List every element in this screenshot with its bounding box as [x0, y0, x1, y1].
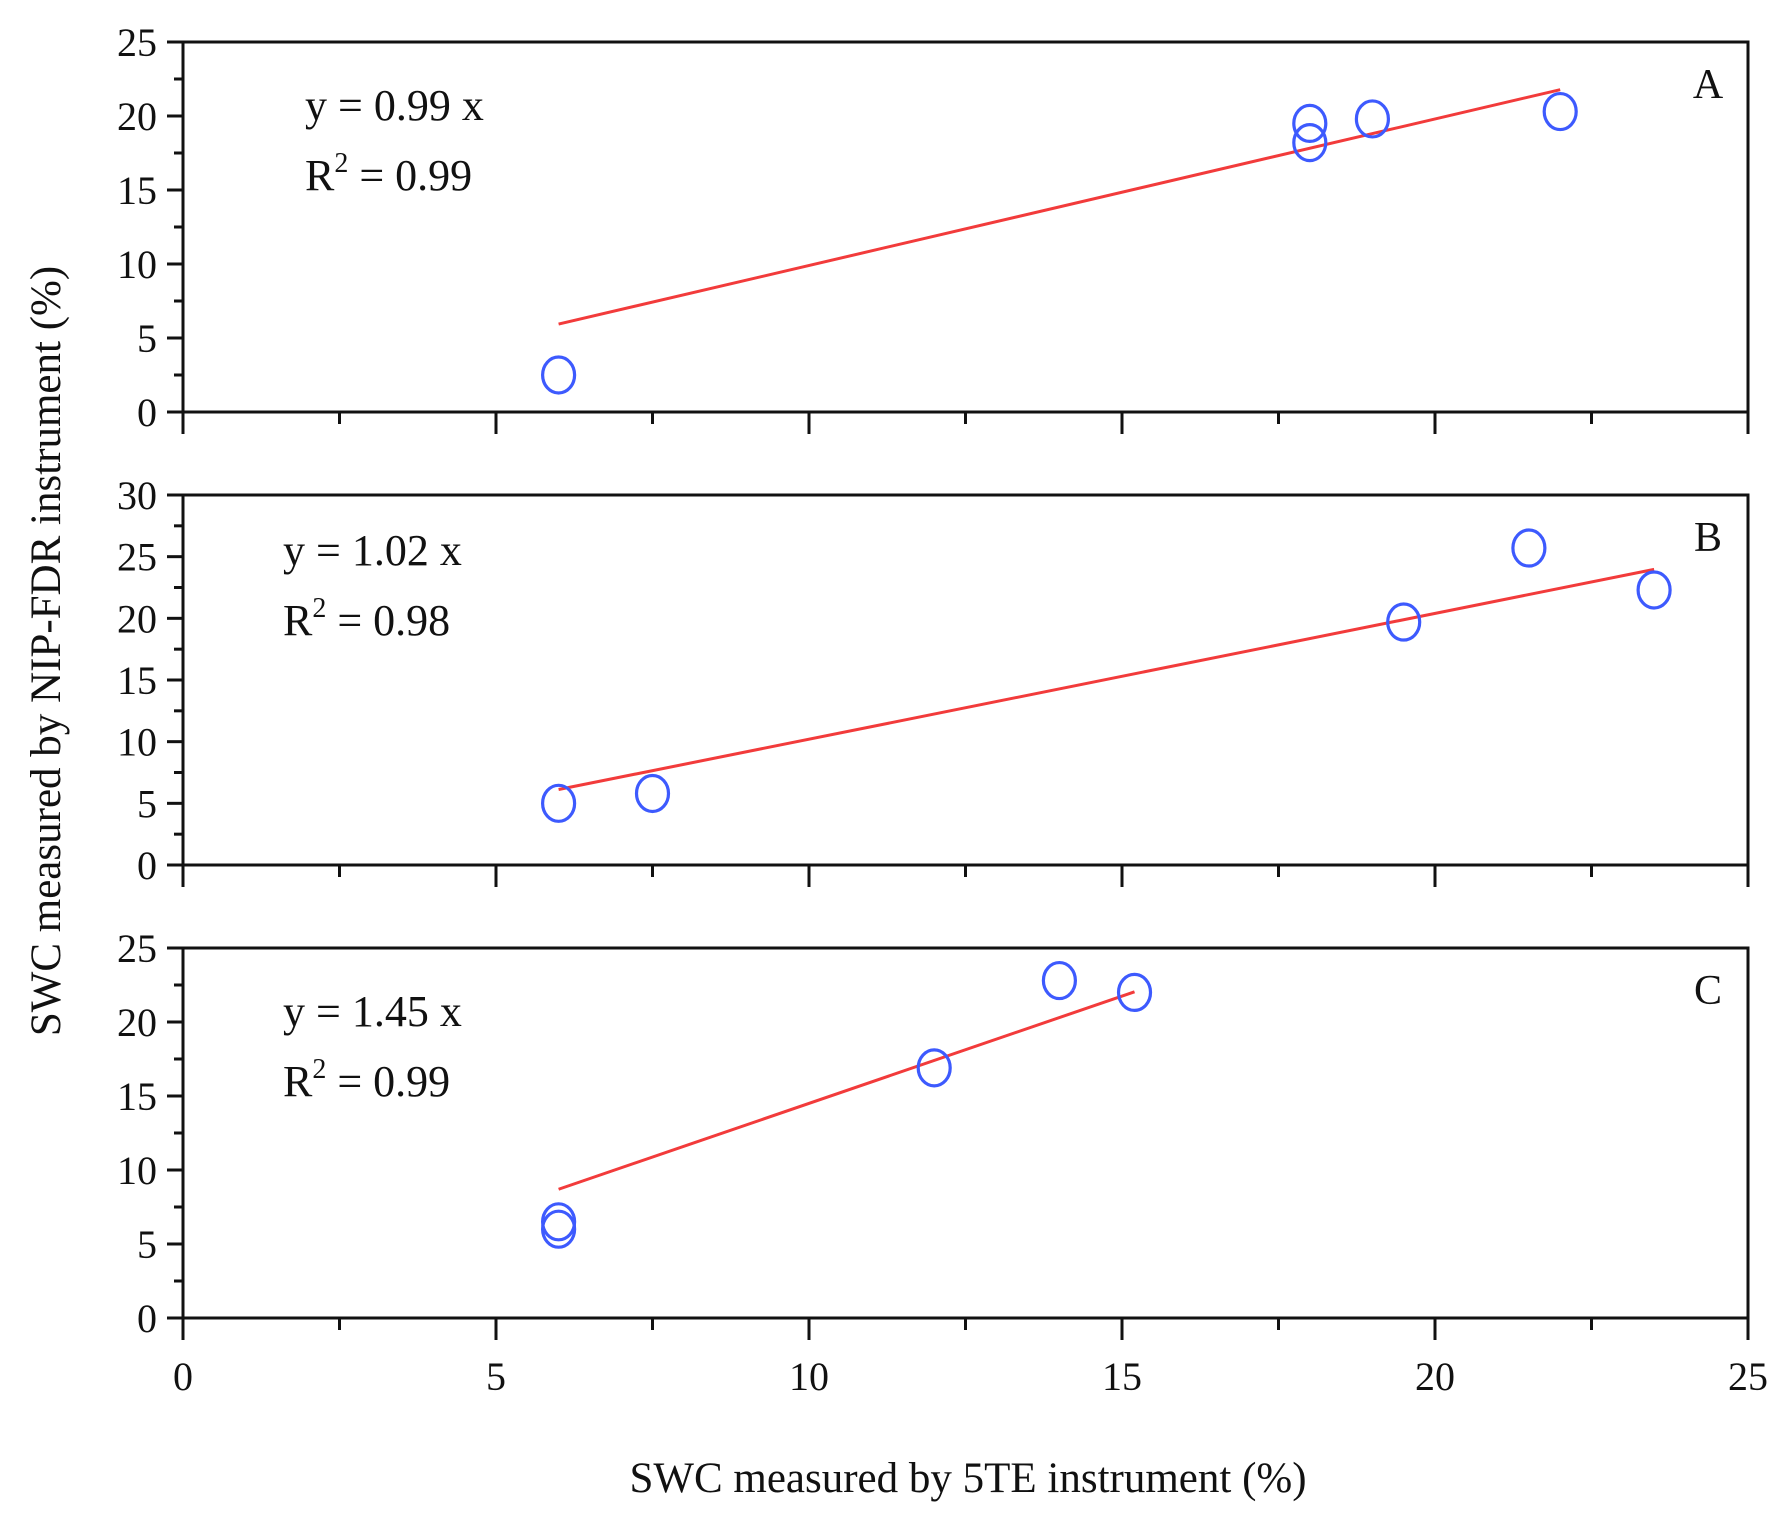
panel-b: 0 5 10 15 20 25 30 By = 1.02 x R2 = 0.98: [117, 473, 1750, 888]
regression-equation: y = 1.45 x: [283, 987, 462, 1036]
data-point: [1041, 960, 1078, 1001]
y-tick-label: 10: [117, 720, 157, 765]
r-squared: R2 = 0.99: [305, 148, 472, 200]
y-tick-label: 10: [117, 242, 157, 287]
y-tick-label: 5: [137, 781, 157, 826]
data-point: [540, 1202, 577, 1242]
data-point: [634, 773, 671, 814]
data-point: [916, 1048, 952, 1088]
x-tick-label: 0: [173, 1354, 193, 1399]
data-point: [1386, 602, 1422, 642]
y-tick-label: 30: [117, 473, 157, 518]
r-squared-value: = 0.98: [326, 596, 450, 645]
x-tick-label: 20: [1415, 1354, 1455, 1399]
r-squared-symbol: R: [283, 596, 313, 645]
r-squared-superscript: 2: [312, 1054, 326, 1085]
r-squared-symbol: R: [283, 1057, 313, 1106]
data-point: [1354, 99, 1391, 139]
r-squared-superscript: 2: [334, 148, 348, 179]
r-squared-value: = 0.99: [326, 1057, 450, 1106]
data-point: [1636, 570, 1672, 610]
x-tick-label: 25: [1728, 1354, 1768, 1399]
panel-label: C: [1694, 968, 1722, 1014]
y-tick-label: 0: [137, 390, 157, 435]
y-tick-label: 0: [137, 1296, 157, 1341]
y-tick-label: 20: [117, 1000, 157, 1045]
y-tick-label: 25: [117, 926, 157, 971]
y-tick-label: 5: [137, 1222, 157, 1267]
data-point: [1292, 123, 1328, 163]
y-tick-label: 25: [117, 20, 157, 65]
r-squared: R2 = 0.99: [283, 1054, 450, 1106]
data-point: [540, 783, 577, 823]
data-point: [1542, 91, 1578, 132]
r-squared: R2 = 0.98: [283, 593, 450, 645]
r-squared-superscript: 2: [312, 593, 326, 624]
x-tick-label: 15: [1102, 1354, 1142, 1399]
y-tick-label: 25: [117, 535, 157, 580]
y-tick-label: 10: [117, 1148, 157, 1193]
data-point: [1511, 528, 1547, 568]
data-point: [1292, 103, 1328, 144]
y-tick-label: 15: [117, 658, 157, 703]
r-squared-value: = 0.99: [348, 151, 472, 200]
panel-a: 0 5 10 15 20 25 Ay = 0.99 x R2 = 0.99: [117, 20, 1750, 435]
y-tick-label: 0: [137, 843, 157, 888]
y-tick-label: 20: [117, 94, 157, 139]
y-axis-title: SWC measured by NIP-FDR instrument (%): [23, 266, 70, 1036]
panel-label: B: [1694, 515, 1722, 561]
y-tick-label: 20: [117, 596, 157, 641]
data-point: [1116, 972, 1153, 1013]
y-tick-label: 15: [117, 1074, 157, 1119]
r-squared-symbol: R: [305, 151, 335, 200]
fit-line: [558, 567, 1655, 791]
x-tick-label: 10: [789, 1354, 829, 1399]
fit-line: [558, 88, 1561, 326]
data-point: [540, 355, 577, 395]
panel-label: A: [1693, 62, 1724, 108]
panel-c: 0 5 10 15 20 25 Cy = 1.45 x R2 = 0.99: [117, 926, 1750, 1341]
regression-equation: y = 1.02 x: [283, 526, 462, 575]
fit-line: [558, 990, 1136, 1191]
x-tick-label: 5: [486, 1354, 506, 1399]
y-tick-label: 5: [137, 316, 157, 361]
x-axis-title: SWC measured by 5TE instrument (%): [629, 1455, 1306, 1502]
y-tick-label: 15: [117, 168, 157, 213]
regression-equation: y = 0.99 x: [305, 81, 484, 130]
